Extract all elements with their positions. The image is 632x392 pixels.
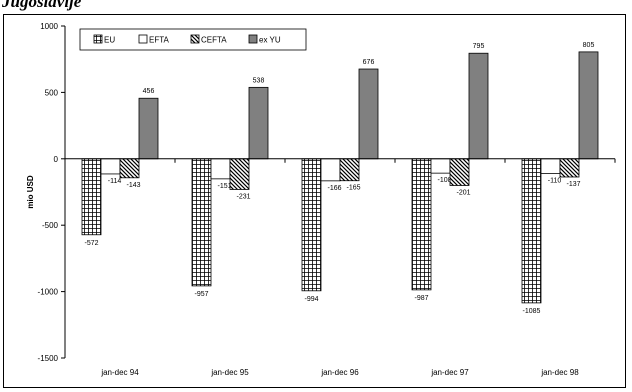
data-label: -151 (217, 183, 231, 190)
y-tick-label: -1500 (38, 354, 59, 363)
data-label: -114 (108, 178, 122, 185)
bar-ex-yu (248, 86, 269, 160)
bar-cefta (559, 158, 580, 178)
data-label: -110 (548, 177, 562, 184)
x-category-label: jan-dec 94 (100, 368, 139, 377)
data-label: 456 (143, 88, 155, 95)
data-label: -231 (236, 193, 250, 200)
bar-efta (540, 158, 561, 174)
legend-swatch (248, 34, 258, 44)
bar-eu (301, 158, 322, 292)
bar-efta (100, 158, 121, 175)
y-tick-label: -1000 (38, 288, 59, 297)
data-label: 795 (473, 43, 485, 50)
bar-efta (210, 158, 231, 180)
data-label: -201 (456, 189, 470, 196)
y-axis-label: mio USD (26, 175, 35, 209)
legend-label: ex YU (259, 36, 281, 45)
data-label: -1085 (523, 308, 541, 315)
data-label: -143 (126, 182, 140, 189)
data-label: -108 (437, 177, 451, 184)
legend-label: EU (104, 36, 115, 45)
y-tick-label: -500 (42, 221, 59, 230)
data-label: 676 (363, 59, 375, 66)
x-category-label: jan-dec 98 (540, 368, 579, 377)
bar-ex-yu (138, 97, 159, 160)
bar-ex-yu (578, 51, 599, 160)
bar-cefta (119, 158, 140, 179)
legend-label: EFTA (149, 36, 170, 45)
bar-cefta (449, 158, 470, 186)
data-label: -987 (414, 295, 428, 302)
data-label: -994 (304, 296, 318, 303)
plot-area: 1000 500 0 -500 -1000 -1500 -572 -114 -143 456 -95… (38, 22, 616, 377)
x-category-label: jan-dec 97 (430, 368, 469, 377)
legend-swatch (190, 34, 200, 44)
legend-label: CEFTA (201, 36, 227, 45)
bar-eu (191, 158, 212, 287)
y-tick-label: 1000 (40, 22, 58, 31)
data-label: -165 (346, 185, 360, 192)
bar-efta (320, 158, 341, 182)
bar-cefta (229, 158, 250, 190)
data-label: -957 (194, 291, 208, 298)
page-heading: Jugoslavije (2, 0, 82, 11)
bar-ex-yu (468, 52, 489, 160)
data-label: -166 (327, 185, 341, 192)
y-tick-label: 0 (54, 155, 59, 164)
legend-swatch (93, 34, 103, 44)
bar-efta (430, 158, 451, 174)
data-label: 805 (583, 42, 595, 49)
x-category-label: jan-dec 96 (320, 368, 359, 377)
bar-cefta (339, 158, 360, 182)
data-label: -572 (84, 240, 98, 247)
data-label: 538 (253, 77, 265, 84)
bar-eu (81, 158, 102, 236)
data-label: -137 (566, 181, 580, 188)
bar-ex-yu (358, 68, 379, 160)
y-tick-label: 500 (45, 88, 59, 97)
bar-eu (411, 158, 432, 291)
x-category-label: jan-dec 95 (210, 368, 249, 377)
bar-eu (521, 158, 542, 304)
legend: EU EFTA CEFTA ex YU (79, 28, 307, 51)
legend-swatch (138, 34, 148, 44)
